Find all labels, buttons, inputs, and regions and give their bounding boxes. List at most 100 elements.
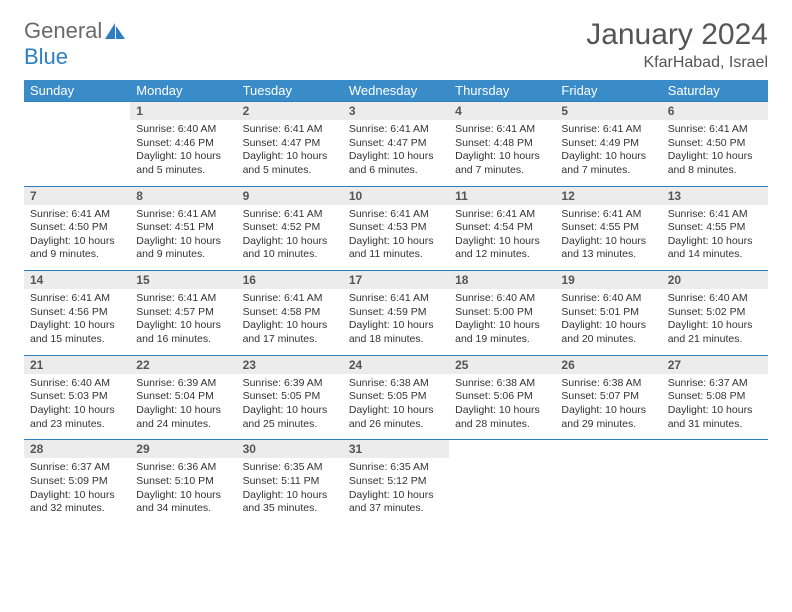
calendar-cell: 2Sunrise: 6:41 AMSunset: 4:47 PMDaylight…	[237, 102, 343, 187]
calendar-cell: 22Sunrise: 6:39 AMSunset: 5:04 PMDayligh…	[130, 355, 236, 440]
title-block: January 2024 KfarHabad, Israel	[586, 18, 768, 72]
day-number: 25	[449, 356, 555, 374]
calendar-cell	[555, 440, 661, 524]
day-header: Wednesday	[343, 80, 449, 102]
calendar-week: 1Sunrise: 6:40 AMSunset: 4:46 PMDaylight…	[24, 102, 768, 187]
day-details: Sunrise: 6:36 AMSunset: 5:10 PMDaylight:…	[130, 458, 236, 524]
day-details: Sunrise: 6:40 AMSunset: 5:02 PMDaylight:…	[662, 289, 768, 355]
calendar-cell: 12Sunrise: 6:41 AMSunset: 4:55 PMDayligh…	[555, 186, 661, 271]
day-number: 10	[343, 187, 449, 205]
calendar-cell: 10Sunrise: 6:41 AMSunset: 4:53 PMDayligh…	[343, 186, 449, 271]
day-number: 1	[130, 102, 236, 120]
day-number: 6	[662, 102, 768, 120]
day-number: 16	[237, 271, 343, 289]
calendar-cell: 29Sunrise: 6:36 AMSunset: 5:10 PMDayligh…	[130, 440, 236, 524]
calendar-body: 1Sunrise: 6:40 AMSunset: 4:46 PMDaylight…	[24, 102, 768, 524]
calendar-cell: 18Sunrise: 6:40 AMSunset: 5:00 PMDayligh…	[449, 271, 555, 356]
day-details: Sunrise: 6:35 AMSunset: 5:11 PMDaylight:…	[237, 458, 343, 524]
day-details: Sunrise: 6:41 AMSunset: 4:47 PMDaylight:…	[343, 120, 449, 186]
day-number: 2	[237, 102, 343, 120]
calendar-cell: 16Sunrise: 6:41 AMSunset: 4:58 PMDayligh…	[237, 271, 343, 356]
calendar-cell	[662, 440, 768, 524]
calendar-week: 21Sunrise: 6:40 AMSunset: 5:03 PMDayligh…	[24, 355, 768, 440]
day-details: Sunrise: 6:35 AMSunset: 5:12 PMDaylight:…	[343, 458, 449, 524]
calendar-cell: 30Sunrise: 6:35 AMSunset: 5:11 PMDayligh…	[237, 440, 343, 524]
day-details: Sunrise: 6:41 AMSunset: 4:50 PMDaylight:…	[24, 205, 130, 271]
calendar-cell: 7Sunrise: 6:41 AMSunset: 4:50 PMDaylight…	[24, 186, 130, 271]
day-details: Sunrise: 6:41 AMSunset: 4:55 PMDaylight:…	[662, 205, 768, 271]
calendar-cell	[24, 102, 130, 187]
calendar-cell: 24Sunrise: 6:38 AMSunset: 5:05 PMDayligh…	[343, 355, 449, 440]
day-details: Sunrise: 6:40 AMSunset: 5:00 PMDaylight:…	[449, 289, 555, 355]
calendar-table: SundayMondayTuesdayWednesdayThursdayFrid…	[24, 80, 768, 524]
day-header: Saturday	[662, 80, 768, 102]
day-number: 29	[130, 440, 236, 458]
day-number: 15	[130, 271, 236, 289]
calendar-cell: 6Sunrise: 6:41 AMSunset: 4:50 PMDaylight…	[662, 102, 768, 187]
day-number: 27	[662, 356, 768, 374]
day-details: Sunrise: 6:39 AMSunset: 5:05 PMDaylight:…	[237, 374, 343, 440]
day-number: 26	[555, 356, 661, 374]
day-number: 7	[24, 187, 130, 205]
day-number: 9	[237, 187, 343, 205]
calendar-cell: 27Sunrise: 6:37 AMSunset: 5:08 PMDayligh…	[662, 355, 768, 440]
day-details: Sunrise: 6:41 AMSunset: 4:52 PMDaylight:…	[237, 205, 343, 271]
day-header: Tuesday	[237, 80, 343, 102]
calendar-cell: 21Sunrise: 6:40 AMSunset: 5:03 PMDayligh…	[24, 355, 130, 440]
day-number: 4	[449, 102, 555, 120]
day-details: Sunrise: 6:40 AMSunset: 5:03 PMDaylight:…	[24, 374, 130, 440]
day-details: Sunrise: 6:41 AMSunset: 4:48 PMDaylight:…	[449, 120, 555, 186]
day-number: 14	[24, 271, 130, 289]
day-number: 17	[343, 271, 449, 289]
calendar-cell: 20Sunrise: 6:40 AMSunset: 5:02 PMDayligh…	[662, 271, 768, 356]
calendar-cell: 3Sunrise: 6:41 AMSunset: 4:47 PMDaylight…	[343, 102, 449, 187]
calendar-cell: 17Sunrise: 6:41 AMSunset: 4:59 PMDayligh…	[343, 271, 449, 356]
day-details: Sunrise: 6:40 AMSunset: 4:46 PMDaylight:…	[130, 120, 236, 186]
calendar-cell: 4Sunrise: 6:41 AMSunset: 4:48 PMDaylight…	[449, 102, 555, 187]
day-header: Monday	[130, 80, 236, 102]
day-details: Sunrise: 6:41 AMSunset: 4:51 PMDaylight:…	[130, 205, 236, 271]
day-details: Sunrise: 6:41 AMSunset: 4:59 PMDaylight:…	[343, 289, 449, 355]
day-details: Sunrise: 6:37 AMSunset: 5:09 PMDaylight:…	[24, 458, 130, 524]
day-details: Sunrise: 6:38 AMSunset: 5:05 PMDaylight:…	[343, 374, 449, 440]
day-number: 23	[237, 356, 343, 374]
page-header: General January 2024 KfarHabad, Israel	[24, 18, 768, 72]
calendar-cell: 26Sunrise: 6:38 AMSunset: 5:07 PMDayligh…	[555, 355, 661, 440]
calendar-cell: 5Sunrise: 6:41 AMSunset: 4:49 PMDaylight…	[555, 102, 661, 187]
month-title: January 2024	[586, 18, 768, 52]
calendar-cell: 9Sunrise: 6:41 AMSunset: 4:52 PMDaylight…	[237, 186, 343, 271]
calendar-cell: 31Sunrise: 6:35 AMSunset: 5:12 PMDayligh…	[343, 440, 449, 524]
day-details: Sunrise: 6:41 AMSunset: 4:50 PMDaylight:…	[662, 120, 768, 186]
location-label: KfarHabad, Israel	[586, 54, 768, 72]
day-details: Sunrise: 6:40 AMSunset: 5:01 PMDaylight:…	[555, 289, 661, 355]
day-number: 20	[662, 271, 768, 289]
day-number: 31	[343, 440, 449, 458]
day-number: 13	[662, 187, 768, 205]
day-header: Sunday	[24, 80, 130, 102]
day-details: Sunrise: 6:38 AMSunset: 5:07 PMDaylight:…	[555, 374, 661, 440]
day-details: Sunrise: 6:41 AMSunset: 4:47 PMDaylight:…	[237, 120, 343, 186]
sail-icon	[104, 22, 126, 40]
day-details: Sunrise: 6:41 AMSunset: 4:57 PMDaylight:…	[130, 289, 236, 355]
day-details: Sunrise: 6:37 AMSunset: 5:08 PMDaylight:…	[662, 374, 768, 440]
day-number: 3	[343, 102, 449, 120]
calendar-cell: 11Sunrise: 6:41 AMSunset: 4:54 PMDayligh…	[449, 186, 555, 271]
day-number: 21	[24, 356, 130, 374]
calendar-cell: 28Sunrise: 6:37 AMSunset: 5:09 PMDayligh…	[24, 440, 130, 524]
day-details: Sunrise: 6:41 AMSunset: 4:49 PMDaylight:…	[555, 120, 661, 186]
brand-logo: General	[24, 18, 126, 44]
calendar-week: 14Sunrise: 6:41 AMSunset: 4:56 PMDayligh…	[24, 271, 768, 356]
calendar-week: 28Sunrise: 6:37 AMSunset: 5:09 PMDayligh…	[24, 440, 768, 524]
calendar-cell	[449, 440, 555, 524]
calendar-cell: 19Sunrise: 6:40 AMSunset: 5:01 PMDayligh…	[555, 271, 661, 356]
day-header: Friday	[555, 80, 661, 102]
day-number: 28	[24, 440, 130, 458]
day-number: 19	[555, 271, 661, 289]
day-details: Sunrise: 6:41 AMSunset: 4:56 PMDaylight:…	[24, 289, 130, 355]
day-number: 22	[130, 356, 236, 374]
calendar-head: SundayMondayTuesdayWednesdayThursdayFrid…	[24, 80, 768, 102]
day-number: 11	[449, 187, 555, 205]
brand-part1: General	[24, 18, 102, 44]
day-details: Sunrise: 6:41 AMSunset: 4:55 PMDaylight:…	[555, 205, 661, 271]
calendar-cell: 15Sunrise: 6:41 AMSunset: 4:57 PMDayligh…	[130, 271, 236, 356]
